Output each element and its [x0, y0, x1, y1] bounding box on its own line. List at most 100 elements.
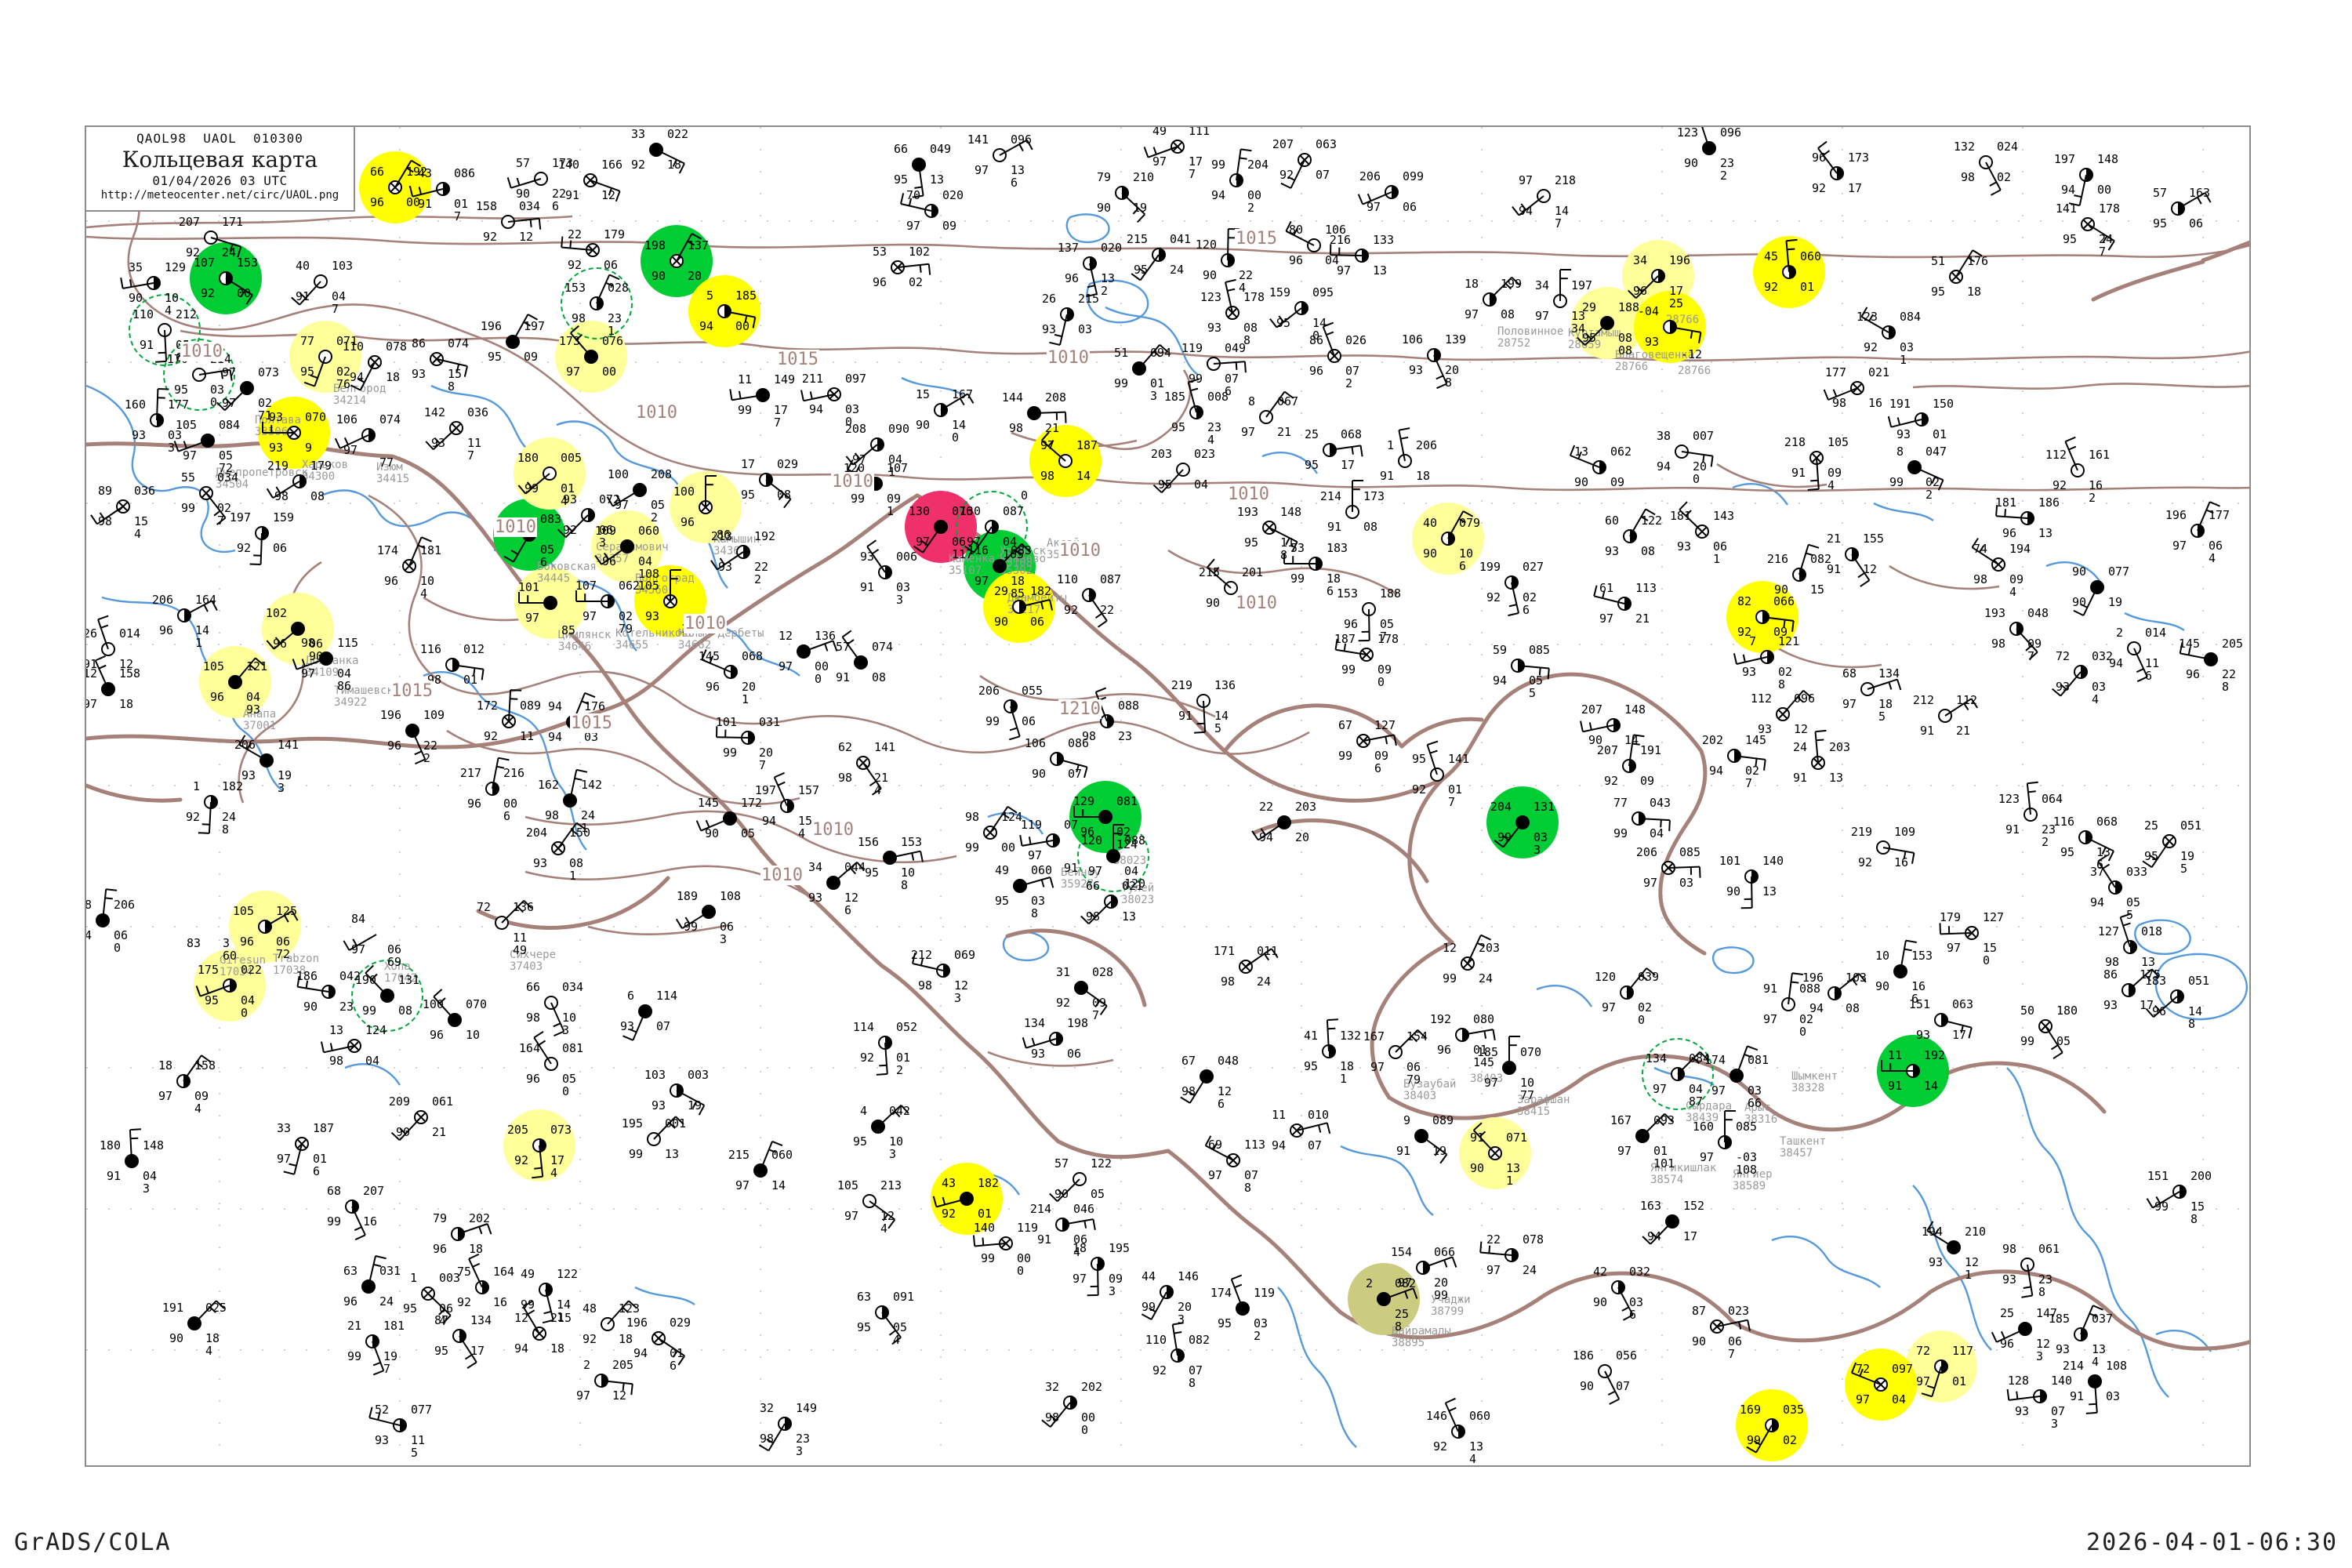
station-tendency: 06 — [720, 920, 735, 934]
station-tendency: 10 — [1520, 1076, 1535, 1090]
station-tendency: 16 — [363, 1214, 378, 1229]
station-name-label: Камышин — [713, 533, 760, 546]
station-temperature: 40 — [295, 259, 310, 273]
station-temperature: 173 — [558, 334, 580, 348]
station-dewpoint: 95 — [2060, 845, 2074, 859]
station-tendency: 00 — [1081, 1410, 1096, 1425]
station-temperature: 208 — [844, 422, 866, 436]
station-temperature: 196 — [2165, 508, 2187, 522]
station-tendency: 19 — [688, 1098, 702, 1112]
station-extra-value: 2 — [1926, 488, 1933, 502]
station-dewpoint: 95 — [852, 1134, 867, 1149]
isobar-label: 1015 — [776, 350, 819, 369]
station-dewpoint: 97 — [1464, 307, 1479, 321]
station-pressure: 123 — [619, 1301, 641, 1316]
station-pressure: 074 — [448, 336, 470, 350]
station-tendency: 03 — [168, 428, 183, 442]
station-tendency: 13 — [1122, 909, 1137, 924]
station-temperature: 197 — [2053, 152, 2075, 166]
station-pressure: 122 — [557, 1267, 579, 1281]
station-dewpoint: 95 — [1171, 420, 1185, 434]
station-dewpoint: 94 — [1708, 764, 1723, 778]
station-dewpoint: 99 — [1290, 572, 1305, 586]
station-extra-value: 1 — [569, 869, 577, 883]
station-temperature: 101 — [1719, 854, 1740, 868]
station-temperature: 94 — [547, 699, 562, 713]
station-tendency: 06 — [273, 541, 288, 555]
station-temperature: 93 — [268, 410, 283, 424]
station-highlight-dash — [351, 960, 423, 1032]
station-dewpoint: 98 — [1991, 637, 2005, 651]
station-dewpoint: 91 — [417, 197, 432, 211]
station-temperature: 206 — [978, 684, 1000, 698]
station-pressure: 141 — [278, 738, 299, 752]
station-temperature: 107 — [193, 256, 215, 270]
station-pressure: 034 — [217, 470, 239, 485]
station-pressure: 034 — [519, 199, 541, 213]
station-dewpoint: 97 — [1483, 1076, 1498, 1090]
station-pressure: 146 — [1178, 1269, 1200, 1283]
station-tendency: 03 — [1534, 830, 1548, 844]
station-dewpoint: 92 — [1763, 280, 1778, 294]
station-pressure: 066 — [1434, 1245, 1456, 1259]
station-temperature: 204 — [525, 826, 547, 840]
station-pressure: 182 — [1030, 584, 1052, 598]
station-name-label: Полтава — [255, 414, 302, 426]
station-dewpoint: 91 — [1792, 771, 1807, 785]
station-tendency: 18 — [1416, 469, 1431, 483]
station-temperature: 74 — [1973, 542, 1987, 556]
station-dewpoint: 98 — [1085, 909, 1100, 924]
station-tendency: 12 — [2036, 1337, 2051, 1351]
station-pressure: 140 — [1762, 854, 1784, 868]
station-tendency: 20 — [1445, 363, 1460, 377]
station-temperature: 215 — [728, 1148, 750, 1162]
station-index-label: 34300 — [302, 470, 336, 483]
station-pressure: 206 — [1416, 438, 1438, 452]
station-temperature: 128 — [2007, 1374, 2029, 1388]
station-index-label: 34646 — [558, 641, 592, 653]
station-dewpoint: 96 — [383, 574, 398, 588]
station-tendency: 00 — [2097, 183, 2112, 197]
station-name-label: Хопа — [384, 960, 411, 973]
station-index-label: 37403 — [510, 960, 543, 973]
station-extra-value: 1 — [888, 465, 896, 479]
station-pressure: 114 — [656, 989, 678, 1003]
station-temperature: 198 — [644, 238, 666, 252]
station-pressure: 070 — [466, 997, 488, 1011]
station-dewpoint: 94 — [2060, 183, 2075, 197]
station-temperature: 196 — [626, 1316, 648, 1330]
station-pressure: 176 — [584, 699, 606, 713]
station-tendency: 08 — [569, 856, 584, 870]
station-temperature: 40 — [1422, 516, 1437, 530]
station-temperature: 219 — [1850, 825, 1872, 839]
station-temperature: 93 — [562, 492, 577, 506]
station-tendency: 01 — [454, 197, 469, 211]
station-dewpoint: 90 — [1422, 546, 1437, 561]
station-pressure: 111 — [1189, 125, 1210, 138]
station-temperature: 75 — [456, 1265, 471, 1279]
station-temperature: 91 — [1469, 1131, 1484, 1145]
station-pressure: 073 — [550, 1123, 572, 1137]
station-dewpoint: 92 — [236, 541, 251, 555]
station-pressure: 022 — [667, 127, 689, 141]
station-temperature: 2 — [583, 1358, 590, 1372]
station-pressure: 166 — [601, 158, 623, 172]
station-pressure: 083 — [540, 512, 562, 526]
station-dewpoint: 95 — [299, 365, 314, 379]
station-dewpoint: 95 — [1133, 263, 1148, 277]
station-temperature: 31 — [1055, 965, 1070, 979]
map-frame: 1010 1015 1010 1010 1015 1010 1010 1010 … — [85, 125, 2251, 1467]
station-extra-value: 5 — [1214, 721, 1222, 735]
station-dewpoint: 95 — [173, 383, 188, 397]
station-extra-value: 85 — [1011, 586, 1025, 601]
station-dewpoint: 97 — [1762, 1012, 1777, 1026]
station-temperature: 96 — [1811, 151, 1826, 165]
station-tendency: 12 — [844, 891, 859, 905]
station-extra-value: 1 — [1965, 1268, 1973, 1282]
station-temperature: 216 — [1329, 233, 1351, 247]
station-dewpoint: 97 — [1842, 697, 1857, 711]
station-pressure: 020 — [1101, 241, 1123, 255]
station-dewpoint: 97 — [614, 498, 629, 512]
station-tendency: 23 — [608, 311, 622, 325]
